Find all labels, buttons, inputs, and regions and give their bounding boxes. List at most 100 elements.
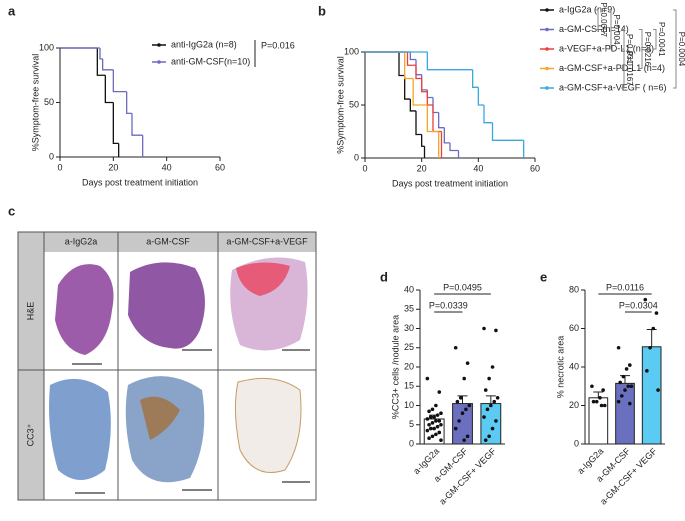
survival-step [131, 113, 143, 136]
table-frame [17, 231, 317, 501]
survival-step [102, 58, 114, 71]
data-point [487, 434, 491, 439]
legend-marker [157, 43, 161, 47]
column-header: a-GM-CSF+a-VEGF [226, 236, 308, 246]
data-point [495, 396, 500, 400]
data-point [656, 388, 660, 392]
tissue-image [236, 262, 290, 296]
tissue-image [49, 378, 111, 480]
survival-step [491, 122, 524, 141]
error-bar [485, 395, 496, 404]
data-point [643, 297, 648, 302]
bracket [673, 9, 677, 89]
survival-step [415, 65, 422, 80]
y-tick-label: 40 [404, 284, 414, 294]
y-tick-label: 20 [404, 361, 414, 371]
data-point [425, 417, 430, 421]
bar [615, 382, 635, 445]
survival-step [99, 48, 103, 60]
data-point [598, 396, 602, 400]
column-header: a-GM-CSF [146, 236, 190, 246]
row-header-label: H&E [25, 302, 35, 321]
survival-step [426, 91, 433, 106]
data-point [621, 374, 626, 379]
survival-step [415, 59, 422, 76]
data-point [428, 415, 433, 419]
data-point [628, 363, 632, 367]
data-point [430, 407, 435, 412]
data-point [618, 380, 622, 385]
survival-step [126, 91, 132, 115]
row-header [18, 252, 44, 500]
column-header: a-IgG2a [65, 236, 98, 246]
p-value: P=0.0304 [619, 300, 658, 310]
legend-label: a-GM-CSF(n=14) [559, 24, 629, 34]
bracket [608, 9, 612, 50]
y-tick-label: 100 [39, 42, 54, 52]
survival-step [96, 48, 106, 76]
y-tick-label: 0 [49, 151, 54, 161]
data-point [590, 384, 594, 389]
bar [452, 403, 473, 445]
survival-step [438, 112, 445, 129]
y-axis-label: %Symptom-free survival [30, 54, 40, 152]
y-tick-label: 30 [404, 323, 414, 333]
x-tick-label: 60 [530, 163, 540, 173]
tissue-image [140, 396, 180, 440]
survival-step [406, 52, 416, 66]
data-point [485, 407, 490, 412]
data-point [483, 438, 488, 442]
data-point [489, 403, 493, 408]
survival-step [477, 87, 484, 106]
data-point [434, 432, 438, 437]
y-tick-label: 10 [404, 400, 414, 410]
data-point [425, 428, 430, 433]
data-point [465, 361, 470, 365]
data-point [434, 419, 438, 423]
y-tick-label: 5 [409, 419, 414, 429]
row-header-label: CC3⁺ [25, 423, 35, 446]
data-point [453, 345, 458, 350]
survival-step [104, 75, 114, 104]
p-value: P=0.0167 [625, 51, 634, 86]
x-tick-label: 40 [473, 163, 483, 173]
data-point [490, 365, 495, 369]
survival-step [112, 69, 127, 93]
data-point [432, 415, 436, 419]
data-point [437, 430, 442, 435]
p-value: P=0.0041 [657, 22, 666, 57]
data-point [620, 394, 624, 398]
data-point [591, 399, 596, 404]
data-point [432, 426, 436, 431]
survival-step [421, 74, 428, 91]
legend-marker [545, 27, 549, 32]
p-value: P=0.0495 [443, 282, 482, 292]
data-point [601, 388, 605, 392]
data-point [434, 403, 438, 408]
data-point [455, 399, 460, 404]
data-point [428, 426, 433, 431]
p-value: P=0.031 [625, 34, 634, 65]
panel-label: a [8, 3, 16, 18]
data-point [464, 407, 468, 412]
data-point [435, 413, 440, 417]
data-point [459, 396, 463, 400]
legend-marker [545, 8, 549, 12]
survival-step [432, 97, 439, 114]
y-tick-label: 50 [349, 99, 359, 109]
bracket [653, 29, 657, 50]
survival-step [426, 89, 433, 99]
y-tick-label: 35 [404, 304, 414, 314]
data-point [482, 326, 486, 331]
legend-marker [545, 47, 549, 51]
survival-step [398, 52, 405, 77]
y-tick-label: 25 [404, 342, 414, 352]
y-tick-label: 40 [569, 361, 579, 371]
tissue-image [128, 262, 205, 349]
survival-step [426, 52, 473, 71]
survival-step [409, 52, 416, 61]
p-value: P=0.0004 [677, 32, 685, 67]
data-point [457, 419, 461, 423]
x-tick-label: 0 [57, 162, 62, 172]
